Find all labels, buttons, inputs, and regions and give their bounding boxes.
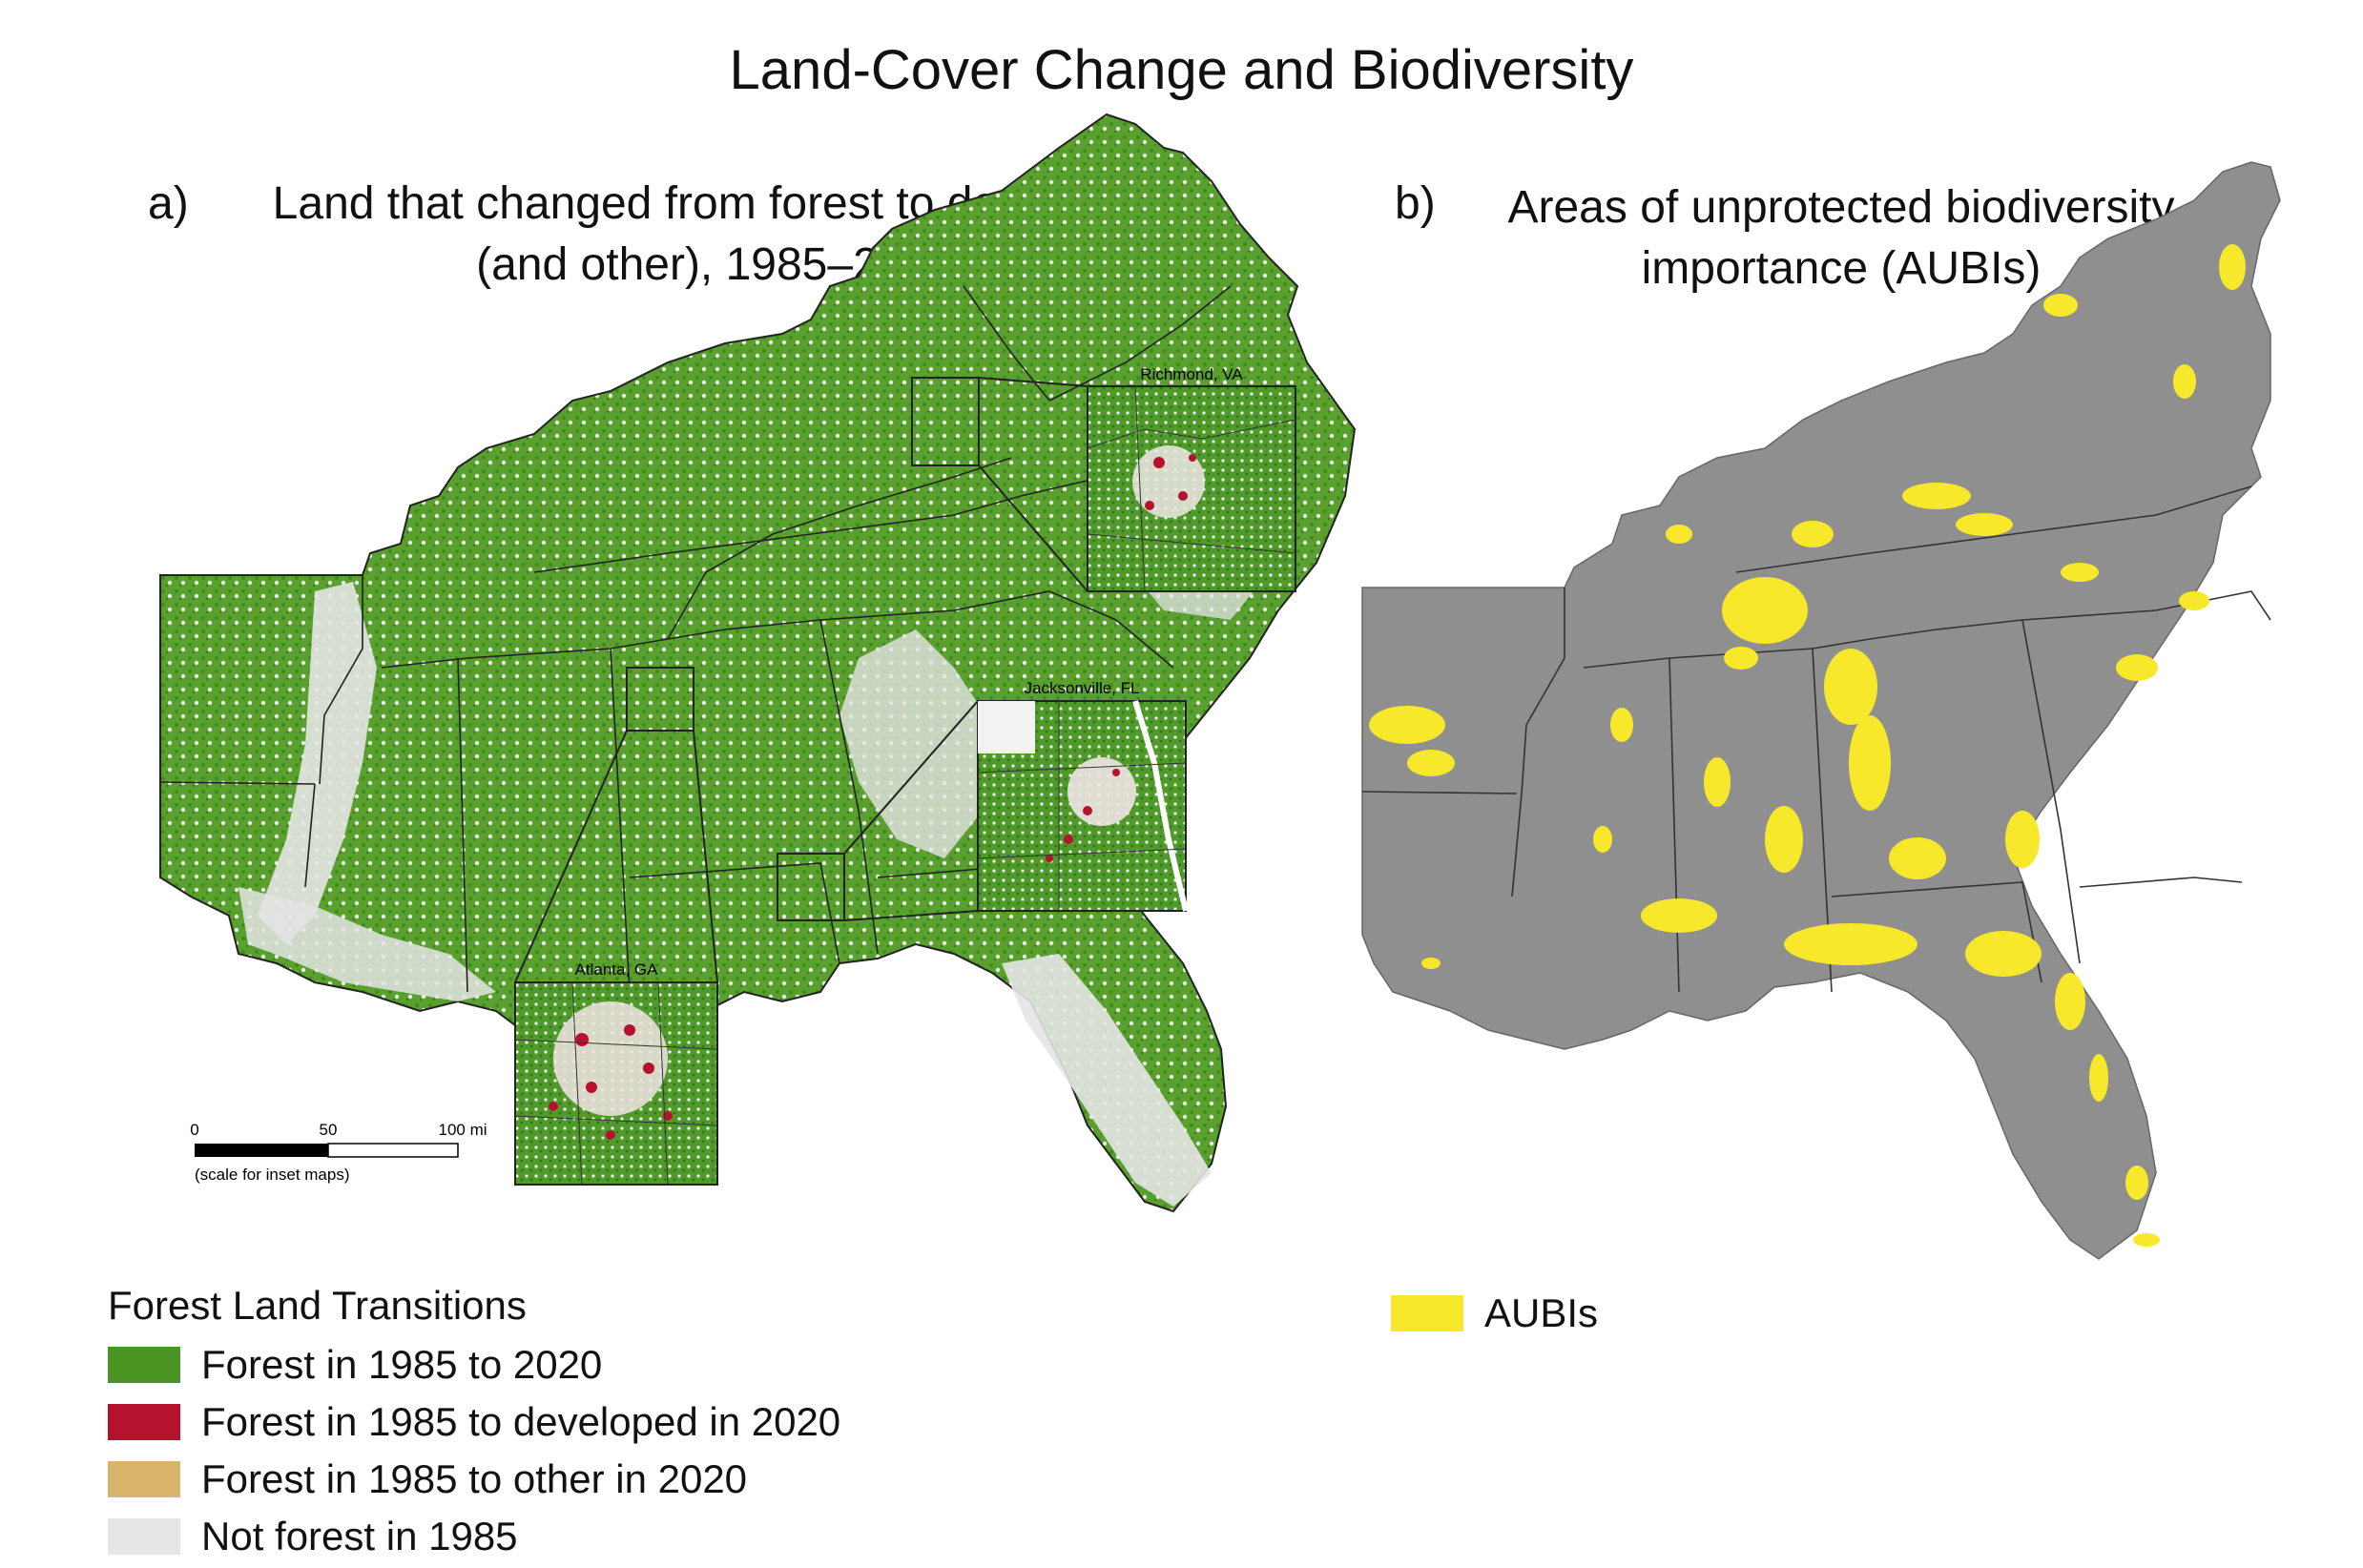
legend-a-item-developed: Forest in 1985 to developed in 2020: [108, 1399, 840, 1445]
legend-swatch-developed: [108, 1404, 180, 1440]
scale-tick-0: 0: [190, 1121, 198, 1139]
legend-b-item-aubi: AUBIs: [1391, 1290, 1598, 1336]
atlanta-inset-label: Atlanta, GA: [575, 960, 659, 979]
scale-note: (scale for inset maps): [195, 1166, 350, 1184]
panel-b-title-line2: importance (AUBIs): [1641, 243, 2042, 294]
state-boundaries-a: [159, 285, 1298, 993]
legend-swatch-other: [108, 1461, 180, 1497]
mississippi-delta-nonforest: [258, 582, 377, 944]
legend-label-not-forest: Not forest in 1985: [201, 1514, 518, 1558]
richmond-locator-box: [911, 377, 980, 466]
richmond-inset-label: Richmond, VA: [1140, 365, 1243, 383]
panel-b-title: Areas of unprotected biodiversity import…: [1441, 177, 2242, 299]
panel-b-title-line1: Areas of unprotected biodiversity: [1507, 182, 2175, 233]
jacksonville-inset-label: Jacksonville, FL: [1025, 679, 1140, 697]
jacksonville-locator-box: [777, 853, 845, 921]
legend-a-item-not-forest: Not forest in 1985: [108, 1514, 518, 1559]
legend-label-aubi: AUBIs: [1484, 1290, 1599, 1335]
legend-label-other: Forest in 1985 to other in 2020: [201, 1456, 748, 1501]
inset-boxes: [514, 377, 1088, 983]
gulf-coast-nonforest: [238, 887, 496, 1001]
atlanta-inset-map: [514, 981, 718, 1186]
florida-nonforest: [1002, 954, 1212, 1207]
panel-a-letter: a): [148, 178, 189, 229]
southeast-region-b: [1361, 161, 2281, 1260]
scale-tick-50: 50: [320, 1121, 338, 1139]
scale-bar: [195, 1143, 459, 1158]
richmond-inset-map: [1087, 385, 1296, 592]
legend-label-developed: Forest in 1985 to developed in 2020: [201, 1399, 841, 1444]
legend-a-item-forest: Forest in 1985 to 2020: [108, 1342, 602, 1388]
legend-a-item-other: Forest in 1985 to other in 2020: [108, 1456, 747, 1502]
legend-a-title: Forest Land Transitions: [108, 1283, 527, 1328]
legend-swatch-forest: [108, 1347, 180, 1383]
legend-swatch-not-forest: [108, 1518, 180, 1555]
legend-swatch-aubi: [1391, 1295, 1463, 1331]
figure-title: Land-Cover Change and Biodiversity: [729, 39, 1634, 101]
aubi-patches: [1369, 244, 2246, 1247]
state-boundaries-b: [1361, 485, 2271, 993]
jacksonville-inset-map: [977, 700, 1189, 912]
legend-label-forest: Forest in 1985 to 2020: [201, 1342, 603, 1387]
panel-b-letter: b): [1395, 178, 1436, 229]
atlanta-locator-box: [626, 667, 694, 732]
scale-tick-100: 100 mi: [438, 1121, 487, 1139]
coastal-plain-nonforest: [839, 629, 992, 858]
